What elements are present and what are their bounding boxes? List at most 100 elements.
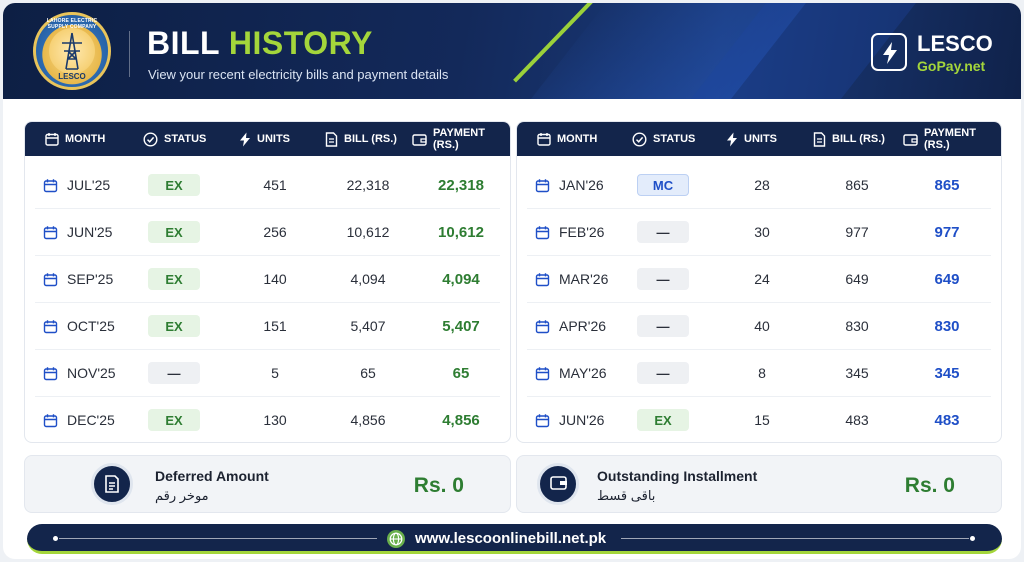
wallet-icon bbox=[903, 133, 918, 146]
status-cell: — bbox=[637, 303, 689, 349]
month-label: FEB'26 bbox=[559, 224, 605, 240]
col-units-label: UNITS bbox=[257, 133, 290, 145]
month-cell: MAY'26 bbox=[535, 350, 607, 396]
table-header: MONTH STATUS UNITS BILL (RS.) PAYMENT (R… bbox=[517, 122, 1001, 156]
month-label: JAN'26 bbox=[559, 177, 604, 193]
month-label: MAR'26 bbox=[559, 271, 609, 287]
col-payment: PAYMENT (RS.) bbox=[903, 122, 1001, 156]
units-cell: 151 bbox=[263, 318, 287, 334]
transmission-tower-icon bbox=[62, 32, 82, 70]
units-cell: 40 bbox=[754, 318, 770, 334]
lightning-icon bbox=[727, 132, 737, 146]
bill-cell: 865 bbox=[845, 177, 869, 193]
col-units: UNITS bbox=[726, 122, 777, 156]
footer-bar: www.lescoonlinebill.net.pk bbox=[27, 524, 1002, 554]
table-row: DEC'25 EX 130 4,856 4,856 bbox=[35, 397, 500, 442]
month-cell: NOV'25 bbox=[43, 350, 116, 396]
status-badge: — bbox=[637, 221, 689, 243]
footer-line-left bbox=[59, 538, 377, 539]
payment-cell: 4,856 bbox=[442, 411, 480, 429]
status-badge: EX bbox=[148, 315, 200, 337]
month-cell: JAN'26 bbox=[535, 162, 604, 208]
table-row: MAY'26 — 8 345 345 bbox=[527, 350, 991, 397]
units-cell: 30 bbox=[754, 224, 770, 240]
footer-dot-right bbox=[970, 536, 975, 541]
bill-cell: 977 bbox=[845, 224, 869, 240]
month-cell: MAR'26 bbox=[535, 256, 608, 302]
col-payment: PAYMENT (RS.) bbox=[412, 122, 510, 156]
calendar-icon bbox=[535, 366, 550, 380]
status-cell: — bbox=[637, 209, 689, 255]
logo-text: LESCO bbox=[58, 72, 86, 81]
table-row: SEP'25 EX 140 4,094 4,094 bbox=[35, 256, 500, 303]
footer-line-right bbox=[621, 538, 969, 539]
col-units-label: UNITS bbox=[744, 133, 777, 145]
payment-cell: 22,318 bbox=[438, 176, 484, 194]
bill-cell: 22,318 bbox=[346, 177, 390, 193]
col-month: MONTH bbox=[45, 122, 105, 156]
calendar-icon bbox=[43, 225, 58, 239]
brand-subname: GoPay.net bbox=[917, 58, 986, 74]
table-row: JAN'26 MC 28 865 865 bbox=[527, 162, 991, 209]
status-cell: EX bbox=[148, 397, 200, 442]
deferred-amount-value: Rs. 0 bbox=[413, 474, 464, 497]
payment-cell: 977 bbox=[934, 223, 960, 241]
status-cell: — bbox=[148, 350, 200, 396]
calendar-icon bbox=[535, 225, 550, 239]
deferred-amount-urdu: موخر رقم bbox=[155, 488, 209, 503]
website-link[interactable]: www.lescoonlinebill.net.pk bbox=[415, 530, 607, 547]
units-cell: 256 bbox=[263, 224, 287, 240]
deferred-amount-card: Deferred Amount موخر رقم Rs. 0 bbox=[24, 455, 511, 513]
status-cell: — bbox=[637, 350, 689, 396]
calendar-icon bbox=[43, 178, 58, 192]
units-cell: 28 bbox=[754, 177, 770, 193]
bill-cell: 65 bbox=[360, 365, 376, 381]
lightning-icon bbox=[240, 132, 250, 146]
units-cell: 24 bbox=[754, 271, 770, 287]
col-units: UNITS bbox=[239, 122, 290, 156]
installment-value: Rs. 0 bbox=[904, 474, 955, 497]
status-badge: — bbox=[637, 268, 689, 290]
units-cell: 451 bbox=[263, 177, 287, 193]
month-label: JUN'25 bbox=[67, 224, 113, 240]
month-label: JUL'25 bbox=[67, 177, 111, 193]
units-cell: 140 bbox=[263, 271, 287, 287]
bill-history-card: LAHORE ELECTRIC SUPPLY COMPANY LESCO BIL… bbox=[3, 3, 1021, 559]
status-cell: EX bbox=[148, 303, 200, 349]
table-row: APR'26 — 40 830 830 bbox=[527, 303, 991, 350]
title-part-bill: BILL bbox=[147, 25, 220, 61]
payment-cell: 65 bbox=[452, 364, 470, 382]
units-cell: 15 bbox=[754, 412, 770, 428]
bill-cell: 345 bbox=[845, 365, 869, 381]
payment-cell: 649 bbox=[934, 270, 960, 288]
table-row: OCT'25 EX 151 5,407 5,407 bbox=[35, 303, 500, 350]
month-label: MAY'26 bbox=[559, 365, 607, 381]
col-month-label: MONTH bbox=[65, 133, 106, 145]
document-icon bbox=[325, 131, 338, 147]
wallet-icon bbox=[412, 133, 427, 146]
month-label: OCT'25 bbox=[67, 318, 115, 334]
bill-cell: 4,856 bbox=[350, 412, 386, 428]
col-month-label: MONTH bbox=[557, 133, 598, 145]
payment-cell: 4,094 bbox=[442, 270, 480, 288]
lesco-logo: LAHORE ELECTRIC SUPPLY COMPANY LESCO bbox=[33, 12, 111, 90]
status-cell: — bbox=[637, 256, 689, 302]
month-cell: JUL'25 bbox=[43, 162, 110, 208]
status-badge: — bbox=[637, 315, 689, 337]
table-row: MAR'26 — 24 649 649 bbox=[527, 256, 991, 303]
month-cell: SEP'25 bbox=[43, 256, 113, 302]
col-bill: BILL (RS.) bbox=[813, 122, 885, 156]
check-circle-icon bbox=[143, 131, 158, 147]
lightning-badge-icon bbox=[871, 33, 907, 71]
calendar-icon bbox=[43, 319, 58, 333]
logo-top-text: LAHORE ELECTRIC SUPPLY COMPANY bbox=[46, 18, 98, 30]
table-row: NOV'25 — 5 65 65 bbox=[35, 350, 500, 397]
status-badge: EX bbox=[148, 174, 200, 196]
wallet-icon bbox=[537, 463, 579, 505]
bill-cell: 10,612 bbox=[346, 224, 390, 240]
col-status: STATUS bbox=[632, 122, 695, 156]
month-cell: JUN'25 bbox=[43, 209, 112, 255]
status-cell: EX bbox=[148, 209, 200, 255]
header-banner: LAHORE ELECTRIC SUPPLY COMPANY LESCO BIL… bbox=[3, 3, 1021, 99]
payment-cell: 345 bbox=[934, 364, 960, 382]
